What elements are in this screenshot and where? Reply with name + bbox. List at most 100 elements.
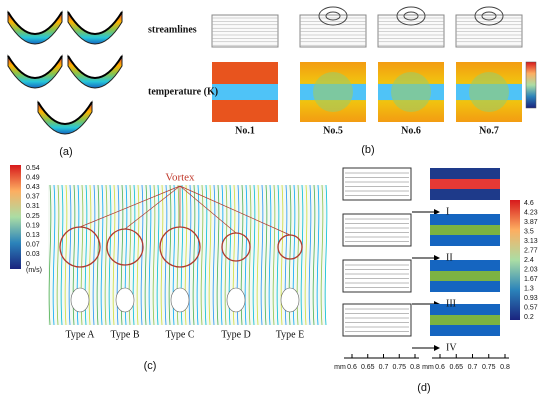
- scale-label: 0.7: [468, 364, 478, 371]
- colorbar-label: 2.4: [524, 257, 534, 264]
- case-label: No.6: [401, 125, 421, 136]
- annotation: Vortex: [165, 172, 195, 184]
- panel-label: (c): [144, 360, 157, 372]
- bulge: [469, 72, 509, 112]
- obstacle: [280, 287, 300, 313]
- streamline: [192, 184, 196, 326]
- colorbar-label: 0.2: [524, 314, 534, 321]
- colorbar: [510, 200, 520, 320]
- colorbar-label: 0.25: [26, 213, 40, 220]
- streamline: [88, 184, 92, 326]
- streamline: [268, 184, 272, 326]
- design-outline: [342, 303, 412, 337]
- streamline: [48, 184, 52, 326]
- case-label: No.5: [323, 125, 343, 136]
- arrow-head: [434, 345, 440, 351]
- colorbar: [10, 165, 21, 269]
- scale-label: 0.6: [347, 364, 357, 371]
- colorbar-label: 0.03: [26, 251, 40, 258]
- streamline: [140, 184, 144, 326]
- colorbar-label: 0.54: [26, 165, 40, 172]
- streamline: [64, 184, 68, 326]
- scale-label: 0.7: [379, 364, 389, 371]
- case-label: No.7: [479, 125, 499, 136]
- colorbar-label: 1.3: [524, 285, 534, 292]
- scale-unit: mm: [422, 364, 434, 371]
- bulge: [391, 72, 431, 112]
- colorbar-label: 0.19: [26, 222, 40, 229]
- bulge: [313, 72, 353, 112]
- panel-label: (d): [417, 382, 430, 394]
- streamline: [308, 184, 312, 326]
- colorbar-label: 0.07: [26, 242, 40, 249]
- pointer: [179, 185, 291, 236]
- vortex: [325, 11, 341, 21]
- colorbar-label: 2.03: [524, 266, 538, 273]
- vortex: [396, 6, 426, 26]
- field-core: [430, 271, 500, 281]
- streamline: [72, 184, 76, 326]
- streamline: [168, 184, 172, 326]
- streamline: [272, 184, 276, 326]
- colorbar-unit: (m/s): [26, 267, 42, 274]
- scale-label: 0.65: [449, 364, 463, 371]
- streamline: [280, 184, 284, 326]
- type-label: Type A: [65, 329, 95, 340]
- scale-label: 0.6: [435, 364, 445, 371]
- arrow-head: [434, 209, 440, 215]
- scale-label: 0.65: [361, 364, 375, 371]
- streamline: [276, 184, 280, 326]
- streamline: [132, 184, 136, 326]
- streamline: [224, 184, 228, 326]
- streamline: [188, 184, 192, 326]
- streamline: [220, 184, 224, 326]
- colorbar: [525, 61, 537, 109]
- colorbar-label: 0.13: [26, 232, 40, 239]
- streamline: [296, 184, 300, 326]
- bent-channel: [67, 54, 123, 89]
- row-label: temperature (K): [148, 86, 218, 97]
- obstacle: [170, 287, 190, 313]
- streamline: [152, 184, 156, 326]
- channel-edge: [67, 55, 123, 79]
- streamline: [316, 184, 320, 326]
- colorbar-label: 4.23: [524, 209, 538, 216]
- streamline-box: [211, 14, 279, 48]
- bent-channel: [67, 10, 123, 45]
- streamline: [304, 184, 308, 326]
- obstacle: [226, 287, 246, 313]
- streamline: [244, 184, 248, 326]
- streamline: [216, 184, 220, 326]
- scale-label: 0.75: [392, 364, 406, 371]
- arrow-head: [434, 255, 440, 261]
- colorbar-label: 0.37: [26, 194, 40, 201]
- streamline: [92, 184, 96, 326]
- pointer: [124, 185, 181, 230]
- streamline: [256, 184, 260, 326]
- field-core: [430, 225, 500, 235]
- obstacle: [115, 287, 135, 313]
- streamline: [104, 184, 108, 326]
- field-core: [430, 315, 500, 325]
- bent-channel: [7, 10, 63, 45]
- scale-label: 0.8: [410, 364, 420, 371]
- row-label: streamlines: [148, 24, 197, 35]
- channel-edge: [37, 101, 93, 125]
- vortex: [474, 6, 504, 26]
- streamline: [204, 184, 208, 326]
- streamline: [300, 184, 304, 326]
- panel-label: (b): [361, 144, 374, 156]
- streamline: [68, 184, 72, 326]
- streamline: [144, 184, 148, 326]
- vortex: [403, 11, 419, 21]
- streamline: [252, 184, 256, 326]
- streamline: [324, 184, 328, 326]
- figure-graphics: [7, 6, 537, 359]
- channel-edge: [67, 11, 123, 35]
- streamline: [116, 184, 120, 326]
- pointer: [179, 185, 237, 234]
- streamline: [56, 184, 60, 326]
- pointer: [79, 185, 181, 228]
- streamline: [148, 184, 152, 326]
